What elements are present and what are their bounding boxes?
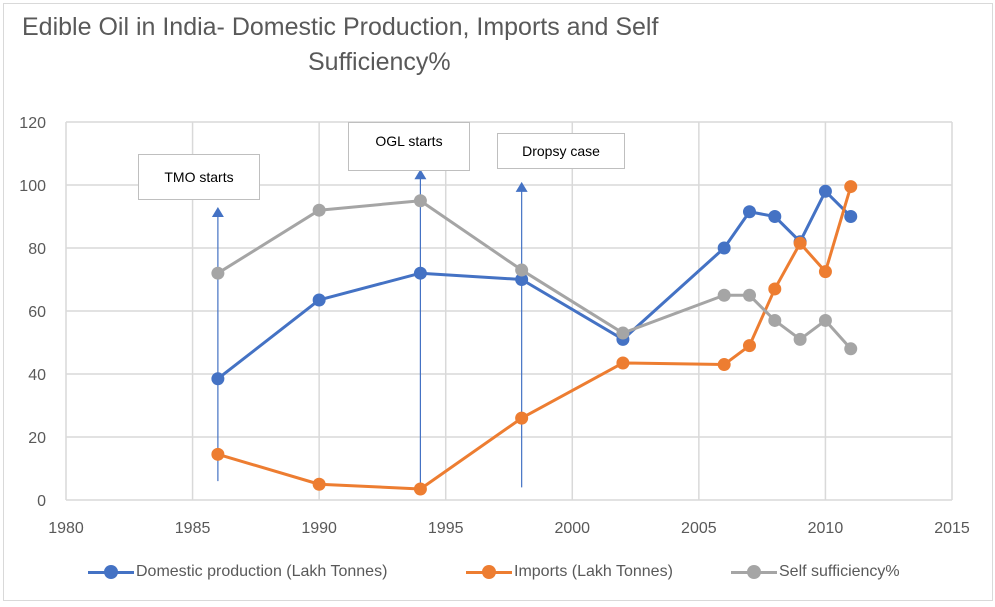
data-point	[768, 210, 782, 223]
series-2	[211, 194, 858, 356]
data-point	[844, 210, 858, 223]
legend-item-self-sufficiency: Self sufficiency%	[731, 560, 900, 584]
y-tick-label: 100	[19, 178, 46, 195]
x-tick-label: 2010	[808, 520, 844, 537]
data-point	[793, 236, 807, 250]
legend-label: Self sufficiency%	[779, 563, 900, 580]
data-point	[413, 482, 427, 496]
y-tick-label: 20	[28, 430, 46, 447]
annotation-arrowhead	[414, 169, 427, 180]
series-0	[211, 184, 858, 386]
data-point	[413, 266, 427, 280]
chart-title-line-1: Edible Oil in India- Domestic Production…	[22, 13, 659, 41]
data-point	[793, 332, 807, 346]
x-tick-label: 1985	[175, 520, 211, 537]
legend-item-domestic-production: Domestic production (Lakh Tonnes)	[88, 560, 387, 584]
legend-swatch-self-sufficiency	[731, 565, 777, 579]
data-point	[844, 342, 858, 356]
annotation-box: OGL starts	[348, 122, 470, 171]
y-tick-label: 40	[28, 367, 46, 384]
data-point	[312, 293, 326, 307]
x-tick-label: 2005	[681, 520, 717, 537]
y-tick-label: 0	[37, 493, 46, 510]
x-tick-label: 1980	[48, 520, 84, 537]
data-point	[413, 194, 427, 208]
series-1	[211, 180, 858, 496]
data-point	[211, 447, 225, 461]
data-point	[742, 205, 756, 219]
data-point	[616, 356, 630, 370]
data-point	[844, 180, 858, 194]
data-point	[515, 263, 529, 277]
x-tick-label: 1995	[428, 520, 464, 537]
data-point	[312, 203, 326, 217]
x-tick-label: 2015	[934, 520, 970, 537]
legend-swatch-imports	[466, 565, 512, 579]
legend-item-imports: Imports (Lakh Tonnes)	[466, 560, 673, 584]
legend: Domestic production (Lakh Tonnes) Import…	[0, 560, 995, 584]
x-axis-ticks: 1980 1985 1990 1995 2000 2005 2010 2015	[48, 520, 970, 537]
legend-label: Imports (Lakh Tonnes)	[514, 563, 673, 580]
chart-title-line-2: Sufficiency%	[308, 48, 451, 76]
data-point	[768, 282, 782, 296]
data-point	[717, 288, 731, 302]
annotation-arrows	[211, 169, 528, 491]
data-point	[616, 326, 630, 340]
annotation-box: Dropsy case	[497, 133, 625, 169]
annotation-arrowhead	[515, 181, 528, 192]
data-point	[742, 339, 756, 353]
data-point	[211, 266, 225, 280]
series-lines	[211, 180, 858, 496]
legend-label: Domestic production (Lakh Tonnes)	[136, 563, 388, 580]
data-point	[818, 184, 832, 198]
data-point	[818, 313, 832, 327]
x-tick-label: 2000	[554, 520, 590, 537]
y-tick-label: 80	[28, 241, 46, 258]
data-point	[717, 358, 731, 372]
data-point	[211, 372, 225, 386]
data-point	[515, 411, 529, 425]
series-line	[217, 186, 853, 491]
data-point	[768, 313, 782, 327]
annotation-arrowhead	[211, 207, 224, 218]
data-point	[818, 265, 832, 279]
chart-frame	[3, 3, 993, 601]
annotation-box: TMO starts	[138, 154, 260, 200]
data-point	[742, 288, 756, 302]
series-line	[216, 189, 852, 380]
y-axis-ticks: 0 20 40 60 80 100 120	[19, 115, 46, 510]
data-point	[515, 273, 529, 286]
y-tick-label: 60	[28, 304, 46, 321]
x-tick-label: 1990	[301, 520, 337, 537]
y-tick-label: 120	[19, 115, 46, 132]
data-point	[717, 241, 731, 255]
series-line	[217, 199, 852, 350]
legend-swatch-domestic	[88, 565, 134, 579]
data-point	[312, 477, 326, 491]
